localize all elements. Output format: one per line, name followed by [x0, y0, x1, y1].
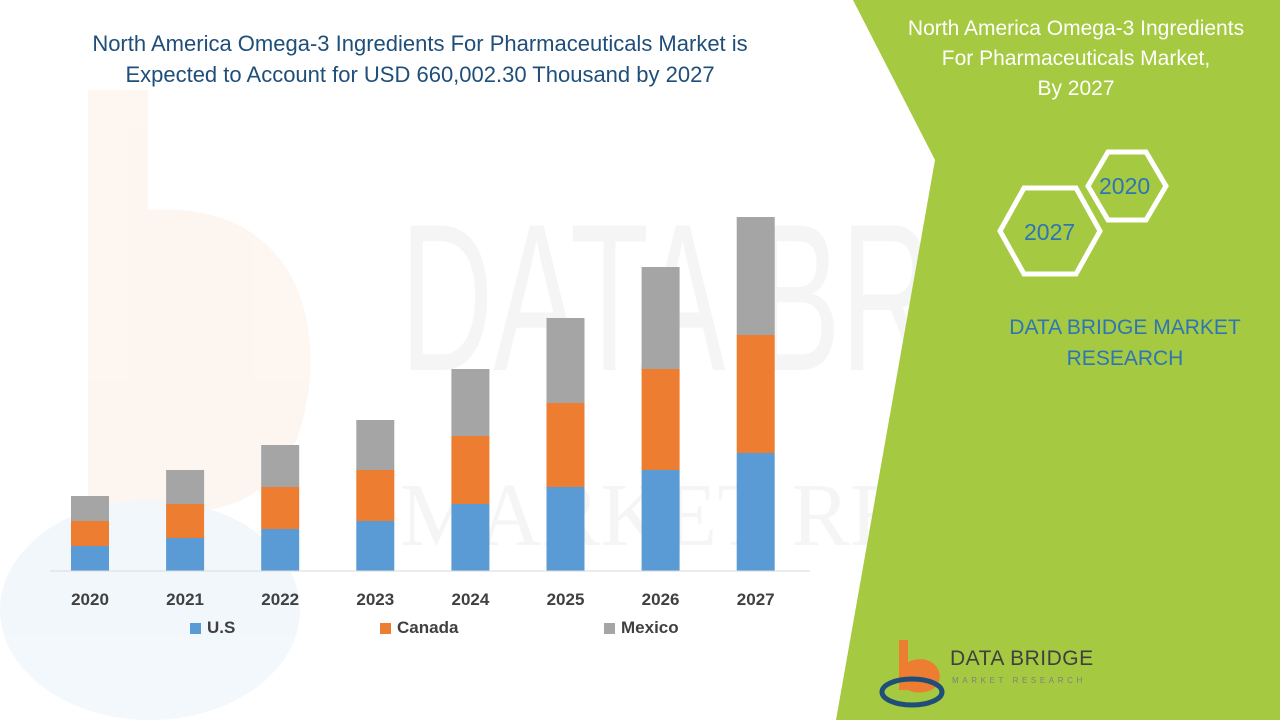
bar-segment-mexico-2022	[261, 445, 300, 487]
bar-segment-us-2025	[546, 487, 585, 571]
bar-segment-mexico-2026	[641, 267, 680, 369]
bar-segment-us-2020	[71, 546, 109, 571]
bar-segment-canada-2027	[736, 335, 775, 453]
logo-tagline: MARKET RESEARCH	[952, 676, 1086, 685]
bar-segment-canada-2025	[546, 403, 585, 487]
legend-swatch-canada	[380, 622, 391, 634]
x-tick-label-2025: 2025	[547, 590, 585, 609]
title-line-2: Expected to Account for USD 660,002.30 T…	[125, 62, 715, 87]
legend-label-canada: Canada	[397, 618, 459, 637]
brand-line-2: RESEARCH	[1066, 347, 1184, 370]
side-title-line-2: For Pharmaceuticals Market,	[941, 47, 1211, 70]
bar-segment-mexico-2024	[451, 369, 490, 436]
bar-segment-mexico-2021	[166, 470, 205, 504]
hexagon-small	[1085, 149, 1169, 223]
side-title-line-3: By 2027	[1037, 77, 1115, 100]
x-tick-label-2022: 2022	[261, 590, 299, 609]
bar-segment-us-2021	[166, 538, 205, 571]
x-tick-label-2020: 2020	[71, 590, 109, 609]
bar-segment-mexico-2027	[736, 217, 775, 335]
legend-swatch-us	[190, 622, 201, 634]
x-tick-label-2024: 2024	[451, 590, 489, 609]
bar-segment-canada-2020	[71, 521, 109, 546]
legend-swatch-mexico	[604, 622, 615, 634]
title-line-1: North America Omega-3 Ingredients For Ph…	[92, 31, 748, 56]
bar-segment-mexico-2025	[546, 318, 585, 403]
chart-title: North America Omega-3 Ingredients For Ph…	[30, 28, 810, 90]
bar-segment-us-2027	[736, 453, 775, 571]
legend-label-us: U.S	[207, 618, 236, 637]
logo-name: DATA BRIDGE	[950, 647, 1094, 670]
bar-segment-canada-2022	[261, 487, 300, 529]
bar-segment-mexico-2023	[356, 420, 395, 470]
brand-line-1: DATA BRIDGE MARKET	[1009, 316, 1241, 339]
logo-mark	[879, 640, 945, 708]
legend-item-canada: Canada	[380, 618, 458, 638]
x-tick-label-2027: 2027	[737, 590, 775, 609]
bar-segment-canada-2024	[451, 436, 490, 504]
legend-item-mexico: Mexico	[604, 618, 679, 638]
side-panel	[836, 0, 1280, 720]
side-title-line-1: North America Omega-3 Ingredients	[907, 17, 1245, 40]
hex-year-2020: 2020	[1099, 173, 1151, 199]
bar-segment-mexico-2020	[71, 496, 109, 521]
x-tick-label-2026: 2026	[642, 590, 680, 609]
hexagon-large	[997, 185, 1103, 277]
bar-segment-us-2024	[451, 504, 490, 571]
legend-label-mexico: Mexico	[621, 618, 679, 637]
legend-item-us: U.S	[190, 618, 235, 638]
hex-year-2027: 2027	[1024, 219, 1076, 245]
bar-segment-us-2022	[261, 529, 300, 571]
bar-segment-canada-2023	[356, 470, 395, 521]
bar-segment-us-2026	[641, 470, 680, 571]
bar-segment-canada-2026	[641, 369, 680, 470]
side-panel-title: North America Omega-3 Ingredients For Ph…	[872, 14, 1280, 104]
bar-segment-us-2023	[356, 521, 395, 571]
bar-segment-canada-2021	[166, 504, 205, 538]
x-tick-label-2021: 2021	[166, 590, 204, 609]
x-tick-label-2023: 2023	[356, 590, 394, 609]
brand-text: DATA BRIDGE MARKET RESEARCH	[990, 312, 1260, 374]
